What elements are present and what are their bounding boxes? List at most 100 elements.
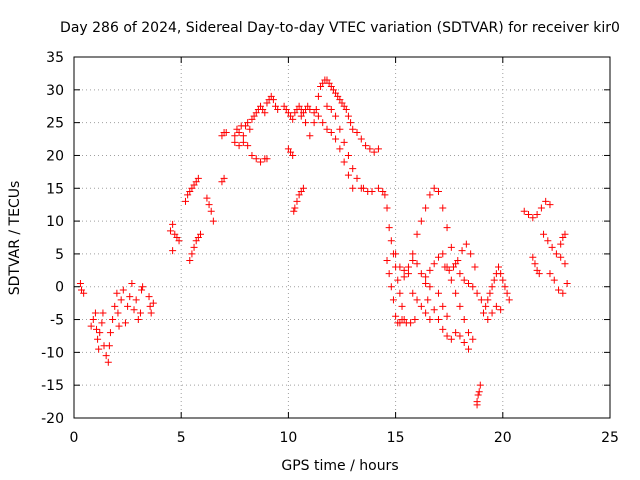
data-point xyxy=(550,276,558,284)
x-tick-label: 25 xyxy=(601,430,619,446)
data-point xyxy=(557,240,565,248)
y-tick-label: 5 xyxy=(55,247,64,263)
data-point xyxy=(252,155,260,163)
data-point xyxy=(381,191,389,199)
data-point xyxy=(544,237,552,245)
data-point xyxy=(207,207,215,215)
data-point xyxy=(471,263,479,271)
data-point xyxy=(222,128,230,136)
data-point xyxy=(546,270,554,278)
data-point xyxy=(537,204,545,212)
data-point xyxy=(477,296,485,304)
data-point xyxy=(124,302,132,310)
data-point xyxy=(559,289,567,297)
data-point xyxy=(314,92,322,100)
data-point xyxy=(357,135,365,143)
data-point xyxy=(310,109,318,117)
data-point xyxy=(529,253,537,261)
data-point xyxy=(561,230,569,238)
data-point xyxy=(464,279,472,287)
axis-ticks xyxy=(73,56,611,419)
data-point xyxy=(347,119,355,127)
data-point xyxy=(424,296,432,304)
data-point xyxy=(456,270,464,278)
data-point xyxy=(80,289,88,297)
data-point xyxy=(486,289,494,297)
data-point xyxy=(422,279,430,287)
data-point xyxy=(467,250,475,258)
data-point xyxy=(323,125,331,133)
data-point xyxy=(417,302,425,310)
data-point xyxy=(106,329,114,337)
data-point xyxy=(349,184,357,192)
data-point xyxy=(480,309,488,317)
data-point xyxy=(134,316,142,324)
data-point xyxy=(368,188,376,196)
data-point xyxy=(188,250,196,258)
data-point xyxy=(310,119,318,127)
data-point xyxy=(175,237,183,245)
y-tick-label: 15 xyxy=(46,181,64,197)
data-point xyxy=(293,197,301,205)
data-point xyxy=(132,296,140,304)
data-point xyxy=(340,158,348,166)
data-point xyxy=(413,260,421,268)
data-point xyxy=(385,270,393,278)
data-point xyxy=(520,207,528,215)
data-point xyxy=(447,335,455,343)
data-point xyxy=(535,270,543,278)
data-point xyxy=(396,289,404,297)
data-point xyxy=(297,112,305,120)
data-point xyxy=(407,319,415,327)
y-axis-label: SDTVAR / TECUs xyxy=(7,181,23,296)
data-point xyxy=(302,119,310,127)
data-point xyxy=(244,119,252,127)
data-point xyxy=(555,286,563,294)
y-tick-label: 25 xyxy=(46,116,64,132)
data-point xyxy=(114,309,122,317)
y-tick-label: 20 xyxy=(46,148,64,164)
data-point xyxy=(430,306,438,314)
data-point xyxy=(426,266,434,274)
data-point xyxy=(203,194,211,202)
data-point xyxy=(327,128,335,136)
data-point xyxy=(349,165,357,173)
data-point xyxy=(400,273,408,281)
x-tick-label: 15 xyxy=(387,430,405,446)
data-point xyxy=(426,191,434,199)
data-point xyxy=(398,302,406,310)
data-point xyxy=(434,253,442,261)
data-point xyxy=(319,119,327,127)
data-point xyxy=(426,316,434,324)
data-point xyxy=(244,142,252,150)
data-point xyxy=(99,309,107,317)
y-tick-label: 10 xyxy=(46,214,64,230)
data-point xyxy=(492,302,500,310)
data-point xyxy=(447,243,455,251)
data-point xyxy=(499,276,507,284)
data-point xyxy=(344,171,352,179)
data-point xyxy=(190,243,198,251)
y-tick-label: -10 xyxy=(41,345,64,361)
data-point xyxy=(439,204,447,212)
data-point xyxy=(475,388,483,396)
data-point xyxy=(561,260,569,268)
y-tick-label: -5 xyxy=(50,313,64,329)
data-point xyxy=(113,289,121,297)
data-point xyxy=(332,112,340,120)
data-point xyxy=(456,302,464,310)
data-point xyxy=(462,240,470,248)
data-point xyxy=(89,316,97,324)
data-point xyxy=(209,217,217,225)
data-point xyxy=(342,106,350,114)
data-point xyxy=(105,342,113,350)
data-point xyxy=(186,256,194,264)
data-point xyxy=(332,135,340,143)
data-point xyxy=(94,335,102,343)
data-point xyxy=(445,266,453,274)
data-point xyxy=(394,276,402,284)
data-point xyxy=(430,260,438,268)
x-tick-label: 10 xyxy=(279,430,297,446)
data-point xyxy=(353,128,361,136)
